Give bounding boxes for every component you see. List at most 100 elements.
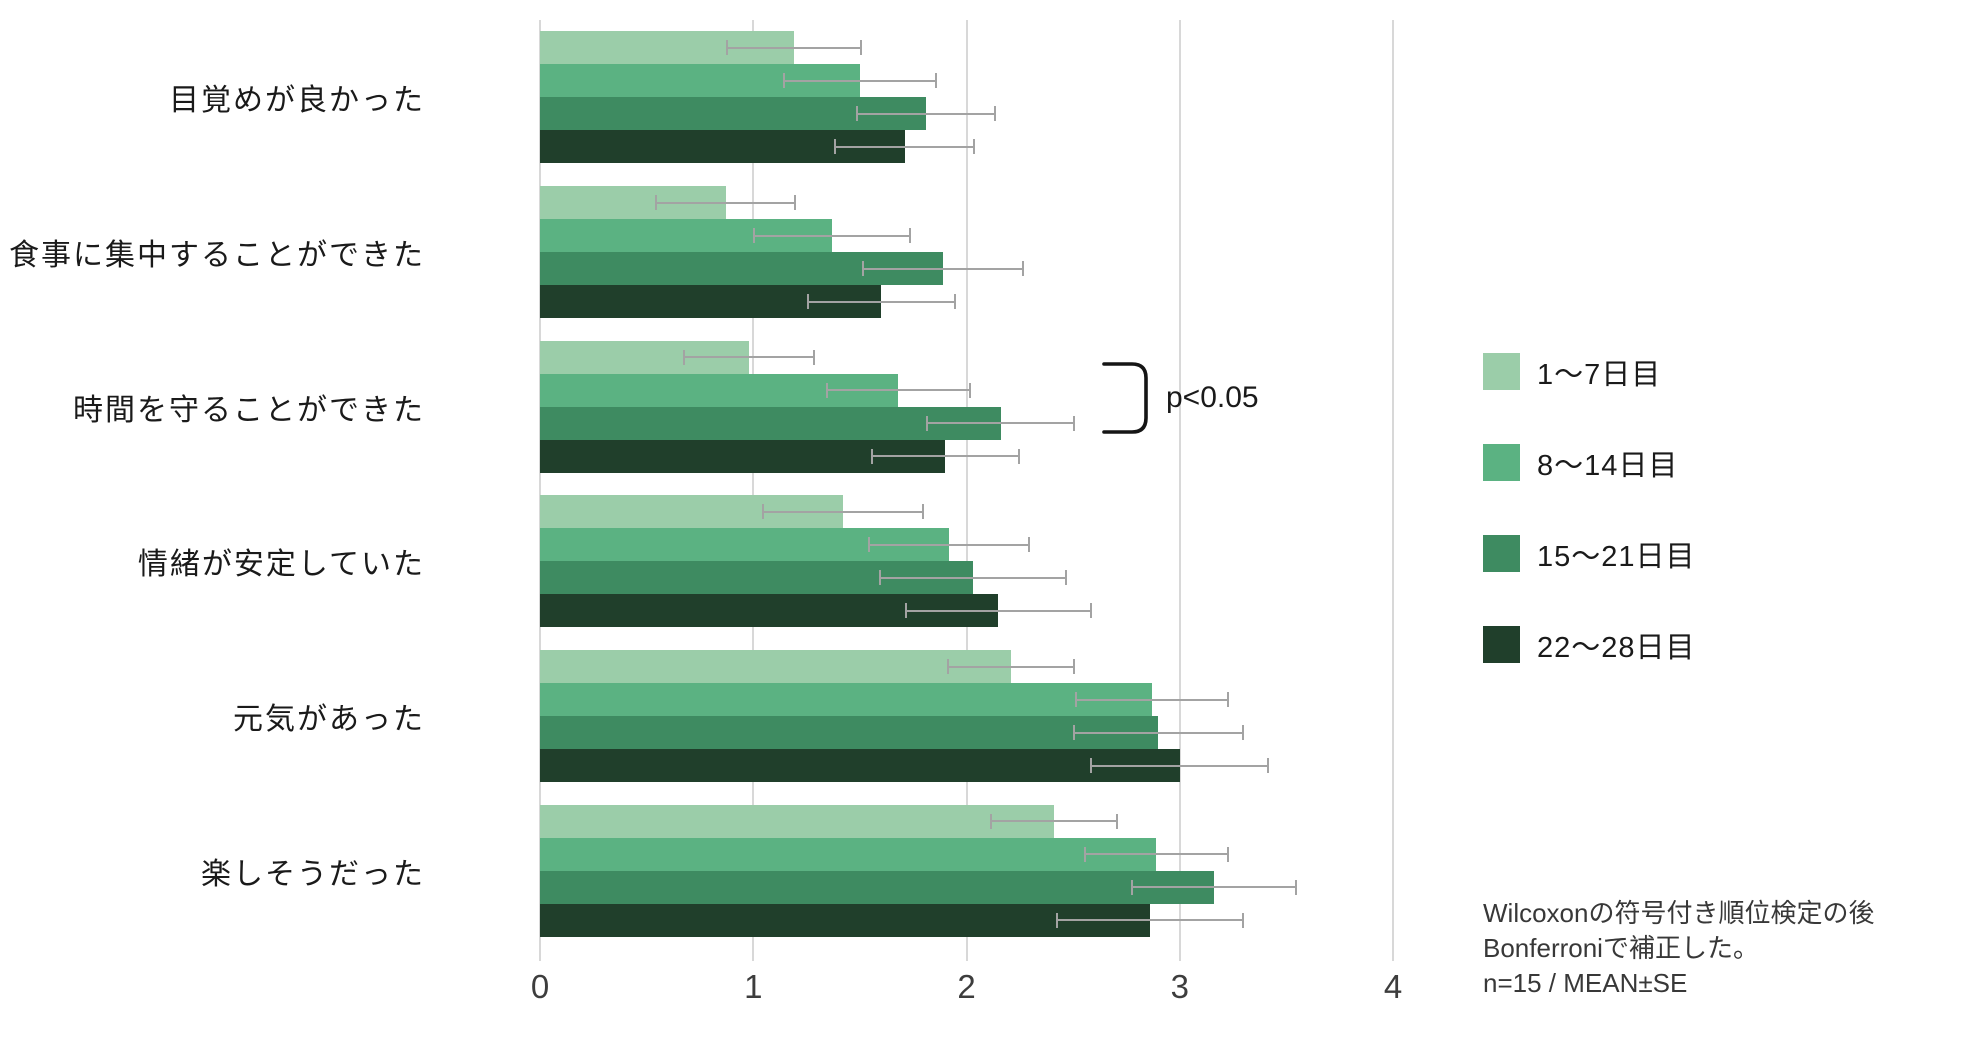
bar-row bbox=[540, 561, 1393, 595]
bar-row bbox=[540, 594, 1393, 628]
bar-row bbox=[540, 903, 1393, 937]
bar-row bbox=[540, 186, 1393, 219]
x-ticklabel-4: 4 bbox=[1383, 968, 1403, 1005]
bar-row bbox=[540, 406, 1393, 440]
bar-row bbox=[540, 130, 1393, 164]
error-bar bbox=[870, 448, 1021, 464]
x-tickmark-0 bbox=[539, 948, 541, 961]
bar-group-4 bbox=[540, 650, 1393, 782]
bar-row bbox=[540, 804, 1393, 838]
legend-swatch-icon bbox=[1483, 626, 1520, 663]
bar-15〜21日目-4 bbox=[540, 716, 1159, 749]
x-ticklabel-2: 2 bbox=[957, 968, 976, 1005]
error-bar bbox=[862, 261, 1025, 276]
category-label-2: 時間を守ることができた bbox=[73, 393, 425, 427]
x-ticklabel-1: 1 bbox=[744, 968, 763, 1005]
error-bar bbox=[834, 139, 976, 155]
legend: 1〜7日目 8〜14日目 15〜21日目 22〜28日目 bbox=[1483, 353, 1696, 664]
error-bar bbox=[1073, 725, 1244, 740]
error-bar bbox=[855, 106, 997, 122]
footnote-line-1: Wilcoxonの符号付き順位検定の後 bbox=[1483, 898, 1875, 928]
legend-item-0: 1〜7日目 bbox=[1483, 353, 1696, 391]
error-bar bbox=[806, 294, 957, 309]
bar-row bbox=[540, 64, 1393, 98]
legend-label: 15〜21日目 bbox=[1537, 540, 1696, 573]
error-bar bbox=[1075, 692, 1229, 707]
error-bar bbox=[879, 570, 1067, 586]
footnote: Wilcoxonの符号付き順位検定の後 Bonferroniで補正した。 n=1… bbox=[1483, 896, 1874, 1001]
x-tickmark-1 bbox=[752, 948, 755, 961]
bar-row bbox=[540, 837, 1393, 871]
error-bar bbox=[868, 537, 1031, 553]
legend-item-2: 15〜21日目 bbox=[1483, 535, 1696, 573]
bar-row bbox=[540, 683, 1393, 716]
error-bar bbox=[1083, 846, 1229, 862]
error-bar bbox=[1056, 912, 1244, 928]
legend-label: 22〜28日目 bbox=[1537, 631, 1696, 664]
category-axis: 目覚めが良かった 食事に集中することができた 時間を守ることができた 情緒が安定してい… bbox=[0, 20, 425, 948]
bar-row bbox=[540, 252, 1393, 285]
bar-row bbox=[540, 749, 1393, 782]
error-bar bbox=[1130, 879, 1298, 895]
bar-15〜21日目-5 bbox=[540, 870, 1214, 904]
bar-row bbox=[540, 439, 1393, 473]
bar-group-2 bbox=[540, 340, 1393, 473]
bar-row bbox=[540, 650, 1393, 683]
bar-8〜14日目-4 bbox=[540, 683, 1153, 716]
bar-group-0 bbox=[540, 31, 1393, 164]
error-bar bbox=[989, 813, 1118, 829]
footnote-line-3: n=15 / MEAN±SE bbox=[1483, 968, 1688, 998]
legend-item-3: 22〜28日目 bbox=[1483, 626, 1696, 664]
error-bar bbox=[825, 382, 971, 398]
error-bar bbox=[925, 415, 1076, 431]
bar-row bbox=[540, 340, 1393, 374]
footnote-line-2: Bonferroniで補正した。 bbox=[1483, 933, 1759, 963]
legend-item-1: 8〜14日目 bbox=[1483, 444, 1696, 482]
gridline-x-0 bbox=[539, 20, 541, 948]
bar-1〜7日目-5 bbox=[540, 804, 1054, 838]
error-bar bbox=[904, 603, 1093, 619]
x-tickmark-4 bbox=[1392, 948, 1394, 961]
bar-row bbox=[540, 31, 1393, 65]
bar-row bbox=[540, 97, 1393, 131]
bar-row bbox=[540, 285, 1393, 318]
plot-area bbox=[539, 20, 1394, 948]
gridline-x-4 bbox=[1392, 20, 1394, 948]
category-label-4: 元気があった bbox=[233, 702, 425, 736]
error-bar bbox=[761, 504, 924, 520]
category-label-3: 情緒が安定していた bbox=[137, 548, 425, 582]
error-bar bbox=[947, 659, 1076, 674]
x-tickmark-2 bbox=[965, 948, 968, 961]
bar-group-5 bbox=[540, 804, 1393, 937]
error-bar bbox=[655, 195, 796, 210]
legend-swatch-icon bbox=[1483, 353, 1520, 390]
bar-row bbox=[540, 373, 1393, 407]
gridline-x-3 bbox=[1178, 20, 1181, 948]
error-bar bbox=[725, 40, 863, 56]
legend-label: 1〜7日目 bbox=[1537, 358, 1662, 391]
bar-1〜7日目-4 bbox=[540, 650, 1012, 683]
x-tickmark-3 bbox=[1178, 948, 1181, 961]
bar-row bbox=[540, 870, 1393, 904]
bar-group-1 bbox=[540, 186, 1393, 318]
bar-row bbox=[540, 495, 1393, 529]
error-bar bbox=[783, 73, 937, 89]
category-label-1: 食事に集中することができた bbox=[9, 238, 425, 272]
significance-bracket bbox=[1102, 362, 1148, 434]
bar-15〜21日目-2 bbox=[540, 406, 1001, 440]
significance-label: p<0.05 bbox=[1166, 381, 1259, 414]
bar-22〜28日目-4 bbox=[540, 749, 1180, 782]
error-bar bbox=[682, 349, 816, 365]
error-bar bbox=[753, 228, 912, 243]
bar-8〜14日目-5 bbox=[540, 837, 1157, 871]
x-ticklabel-0: 0 bbox=[530, 968, 550, 1005]
legend-swatch-icon bbox=[1483, 444, 1520, 481]
bar-group-3 bbox=[540, 495, 1393, 628]
legend-swatch-icon bbox=[1483, 535, 1520, 572]
error-bar bbox=[1090, 758, 1270, 773]
gridline-x-1 bbox=[752, 20, 755, 948]
bar-row bbox=[540, 528, 1393, 562]
legend-label: 8〜14日目 bbox=[1537, 449, 1679, 482]
gridline-x-2 bbox=[965, 20, 968, 948]
